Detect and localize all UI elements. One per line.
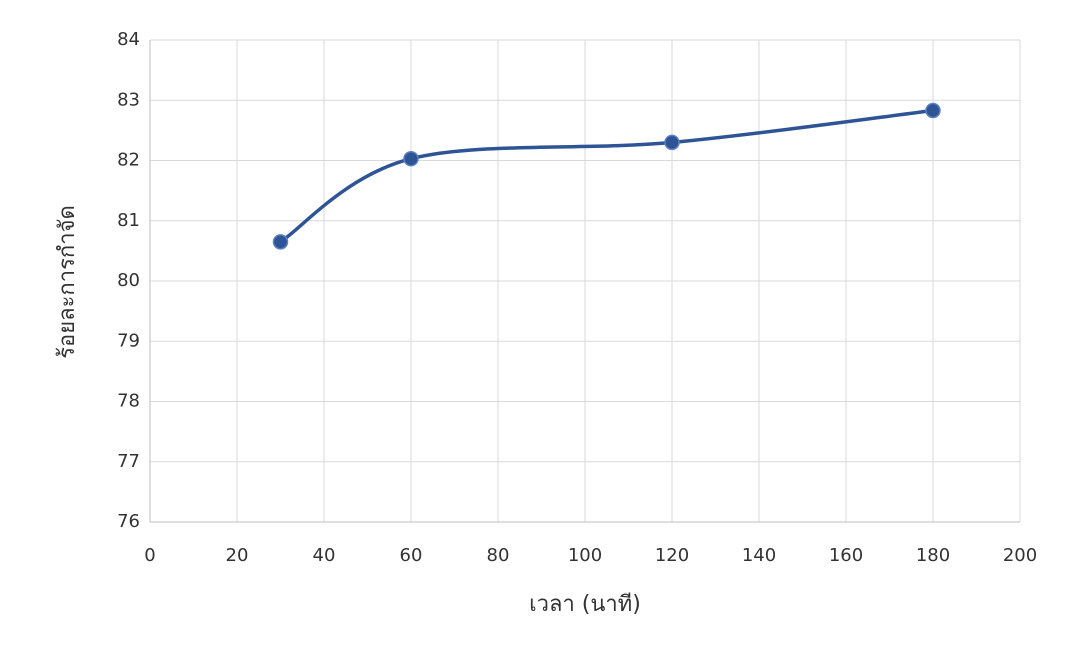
y-tick-label: 81 [117,210,140,231]
x-tick-label: 60 [400,545,423,566]
x-tick-label: 200 [1003,545,1037,566]
y-tick-label: 78 [117,391,140,412]
data-point [272,234,289,250]
data-point [403,150,419,167]
x-tick-label: 160 [829,545,863,566]
y-tick-label: 82 [117,150,140,171]
y-tick-label: 77 [117,451,140,472]
data-point [925,102,941,119]
x-tick-label: 20 [226,545,249,566]
data-point [664,134,680,151]
x-tick-label: 0 [144,545,155,566]
x-tick-label: 180 [916,545,950,566]
y-tick-label: 79 [117,330,140,351]
y-axis-title: ร้อยละการกำจัด [55,205,80,359]
x-tick-label: 120 [655,545,689,566]
y-tick-label: 80 [117,270,140,291]
x-tick-label: 100 [568,545,602,566]
y-tick-label: 76 [117,511,140,532]
y-tick-label: 83 [117,89,140,110]
x-tick-label: 40 [313,545,336,566]
x-tick-label: 80 [487,545,510,566]
data-line [279,108,934,244]
x-tick-label: 140 [742,545,776,566]
y-tick-label: 84 [117,29,140,50]
x-axis-title: เวลา (นาที) [529,592,641,617]
